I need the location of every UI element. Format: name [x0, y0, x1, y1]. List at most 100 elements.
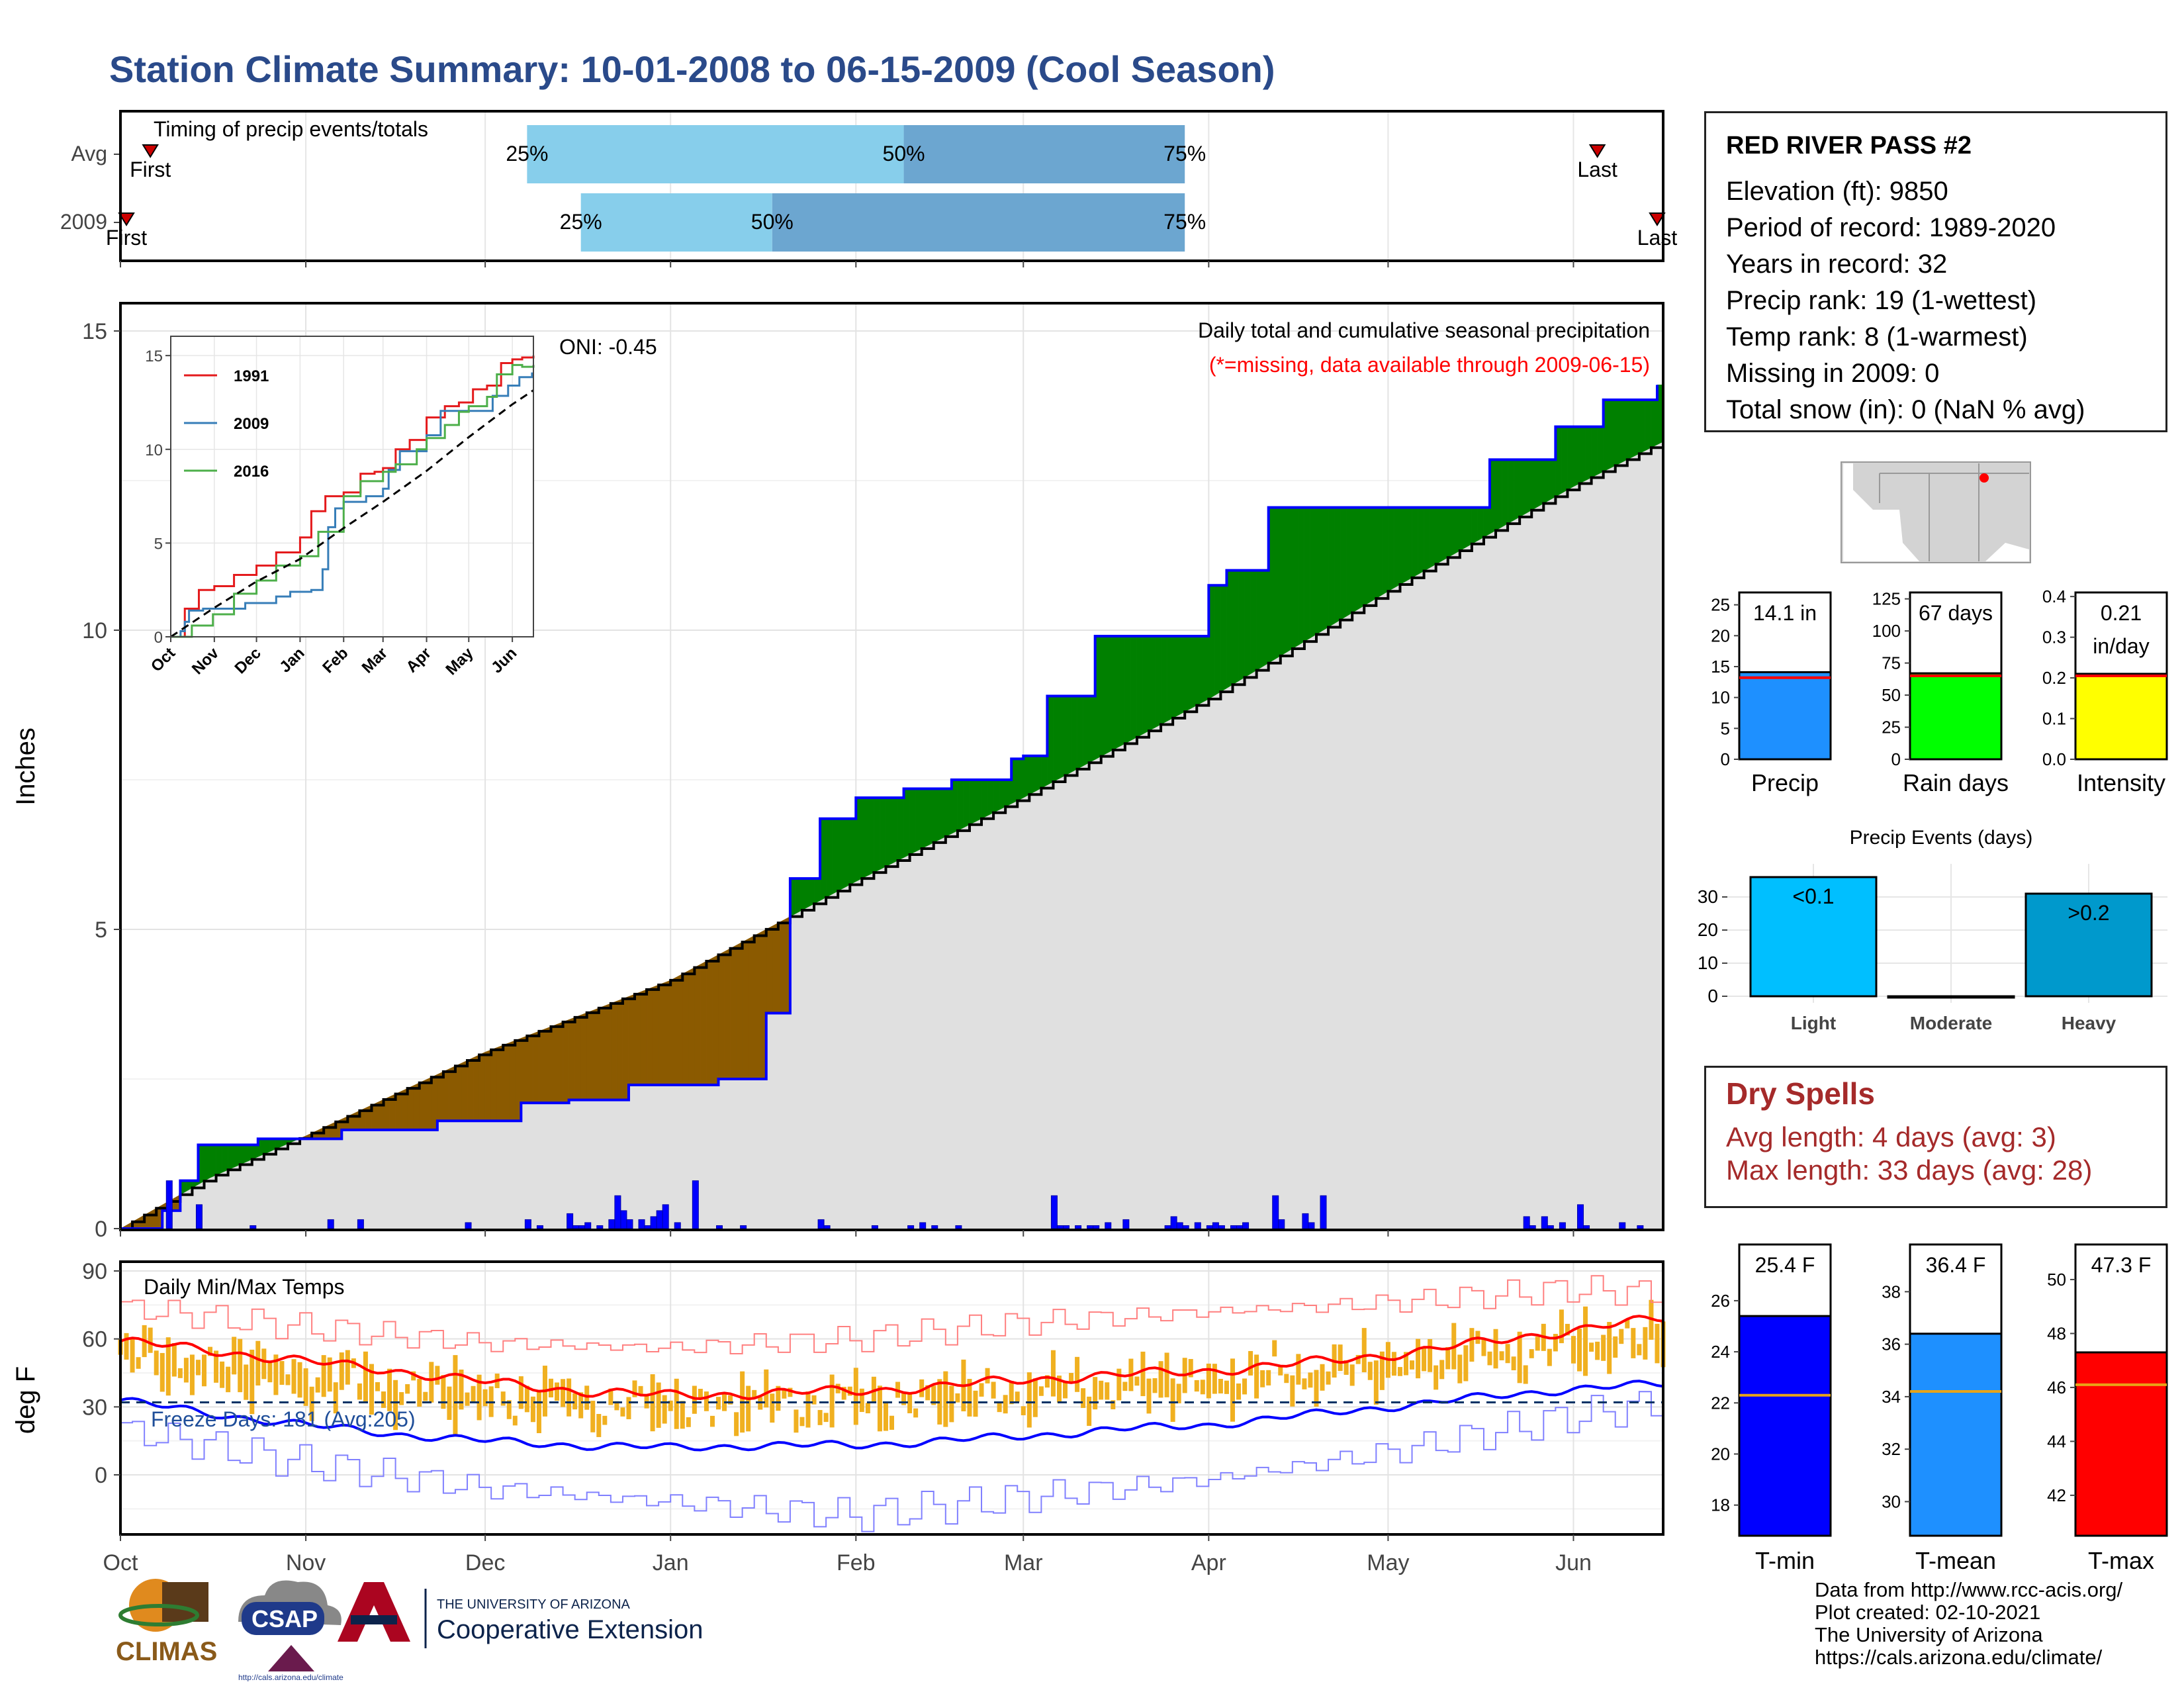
csap-logo-url: http://cals.arizona.edu/climate — [238, 1673, 343, 1681]
above-avg-fill — [1178, 635, 1185, 716]
above-avg-fill — [1609, 399, 1615, 469]
above-avg-fill — [796, 878, 803, 914]
below-avg-fill — [539, 1028, 545, 1103]
above-avg-fill — [1322, 507, 1329, 632]
daily-temp-bar — [1069, 1373, 1074, 1382]
daily-temp-bar — [1373, 1360, 1379, 1405]
above-avg-fill — [1573, 426, 1580, 487]
inset-panel — [170, 336, 534, 637]
daily-temp-bar — [692, 1385, 697, 1414]
daily-temp-bar — [1038, 1386, 1044, 1396]
daily-temp-bar — [506, 1400, 512, 1419]
below-avg-fill — [640, 989, 647, 1086]
summary-y-tick-label: 50 — [2047, 1270, 2066, 1289]
above-avg-fill — [1071, 696, 1077, 773]
temp-x-tick-label: Apr — [1191, 1550, 1226, 1575]
timing-q75-label: 75% — [1163, 142, 1206, 165]
station-info-box: RED RIVER PASS #2 Elevation (ft): 9850 P… — [1704, 111, 2167, 432]
daily-temp-bar — [1505, 1344, 1510, 1364]
daily-temp-bar — [1367, 1362, 1373, 1380]
above-avg-fill — [1537, 459, 1544, 508]
daily-temp-bar — [549, 1378, 554, 1397]
below-avg-fill — [425, 1076, 432, 1131]
daily-temp-bar — [1134, 1376, 1140, 1386]
daily-temp-bar — [997, 1403, 1002, 1413]
daily-temp-bar — [925, 1385, 931, 1401]
inset-y-tick-label: 5 — [154, 535, 163, 553]
above-avg-fill — [880, 797, 886, 870]
daily-temp-bar — [417, 1378, 422, 1407]
above-avg-fill — [1424, 507, 1430, 572]
daily-temp-bar — [596, 1414, 602, 1437]
daily-temp-bar — [1535, 1336, 1540, 1351]
above-avg-fill — [1345, 507, 1353, 617]
daily-temp-bar — [1397, 1367, 1402, 1376]
summary-panel-name: T-max — [2088, 1547, 2154, 1574]
below-avg-fill — [742, 938, 749, 1080]
summary-y-tick-label: 20 — [1711, 626, 1730, 645]
daily-temp-bar — [1105, 1382, 1110, 1400]
below-avg-fill — [748, 935, 754, 1080]
above-avg-fill — [1059, 696, 1066, 779]
daily-temp-bar — [704, 1391, 709, 1411]
daily-temp-bar — [811, 1395, 817, 1405]
daily-temp-bar — [387, 1368, 392, 1411]
daily-precip-bar — [1547, 1225, 1554, 1229]
daily-temp-bar — [1140, 1351, 1146, 1397]
daily-precip-bar — [567, 1213, 574, 1229]
daily-temp-bar — [734, 1412, 739, 1436]
above-avg-fill — [1459, 507, 1467, 551]
daily-precip-bar — [919, 1222, 927, 1229]
daily-precip-bar — [357, 1219, 364, 1229]
above-avg-fill — [1286, 507, 1293, 653]
daily-precip-bar — [1637, 1225, 1644, 1229]
daily-temp-bar — [1093, 1377, 1098, 1410]
above-avg-fill — [1471, 507, 1479, 545]
daily-temp-bar — [399, 1392, 404, 1405]
below-avg-fill — [754, 932, 760, 1080]
timing-bar-50-75 — [903, 125, 1185, 183]
daily-temp-bar — [680, 1401, 685, 1429]
summary-y-tick-label: 34 — [1882, 1387, 1901, 1407]
inset-panel-border — [170, 336, 534, 637]
map-outline-west — [1843, 463, 1919, 561]
daily-temp-bar — [411, 1371, 416, 1381]
summary-y-tick-label: 36 — [1882, 1335, 1901, 1354]
daily-temp-bar — [208, 1346, 213, 1356]
daily-precip-bar — [1577, 1204, 1584, 1229]
above-avg-fill — [915, 788, 922, 852]
daily-temp-bar — [1152, 1378, 1158, 1393]
daily-temp-bar — [931, 1385, 936, 1405]
daily-temp-bar — [644, 1393, 649, 1409]
daily-temp-bar — [1565, 1323, 1570, 1336]
daily-temp-bar — [459, 1369, 464, 1410]
above-avg-fill — [1005, 779, 1012, 808]
below-avg-fill — [778, 919, 785, 1013]
daily-precip-bar — [1272, 1195, 1279, 1229]
above-avg-fill — [1244, 570, 1251, 678]
daily-temp-bar — [1248, 1350, 1253, 1376]
timing-q25-label: 25% — [506, 142, 548, 165]
summary-y-tick-label: 48 — [2047, 1323, 2066, 1343]
daily-temp-bar — [979, 1383, 984, 1397]
daily-temp-bar — [1469, 1328, 1475, 1362]
above-avg-fill — [1089, 696, 1095, 763]
summary-y-tick-label: 125 — [1872, 589, 1901, 609]
daily-temp-bar — [1230, 1358, 1235, 1422]
above-avg-fill — [868, 797, 874, 876]
below-avg-fill — [628, 994, 635, 1086]
above-avg-fill — [1238, 570, 1245, 682]
station-missing: Missing in 2009: 0 — [1726, 359, 1940, 388]
daily-temp-bar — [770, 1393, 775, 1423]
above-avg-fill — [897, 797, 904, 861]
above-avg-fill — [1627, 399, 1634, 460]
below-avg-fill — [490, 1047, 498, 1121]
daily-temp-bar — [201, 1354, 206, 1387]
above-avg-fill — [843, 818, 850, 888]
daily-temp-bar — [339, 1352, 344, 1390]
above-avg-fill — [999, 779, 1006, 810]
above-avg-fill — [1388, 507, 1394, 592]
above-avg-fill — [1172, 635, 1179, 719]
daily-temp-bar — [638, 1385, 643, 1395]
daily-temp-bar — [1314, 1370, 1319, 1407]
